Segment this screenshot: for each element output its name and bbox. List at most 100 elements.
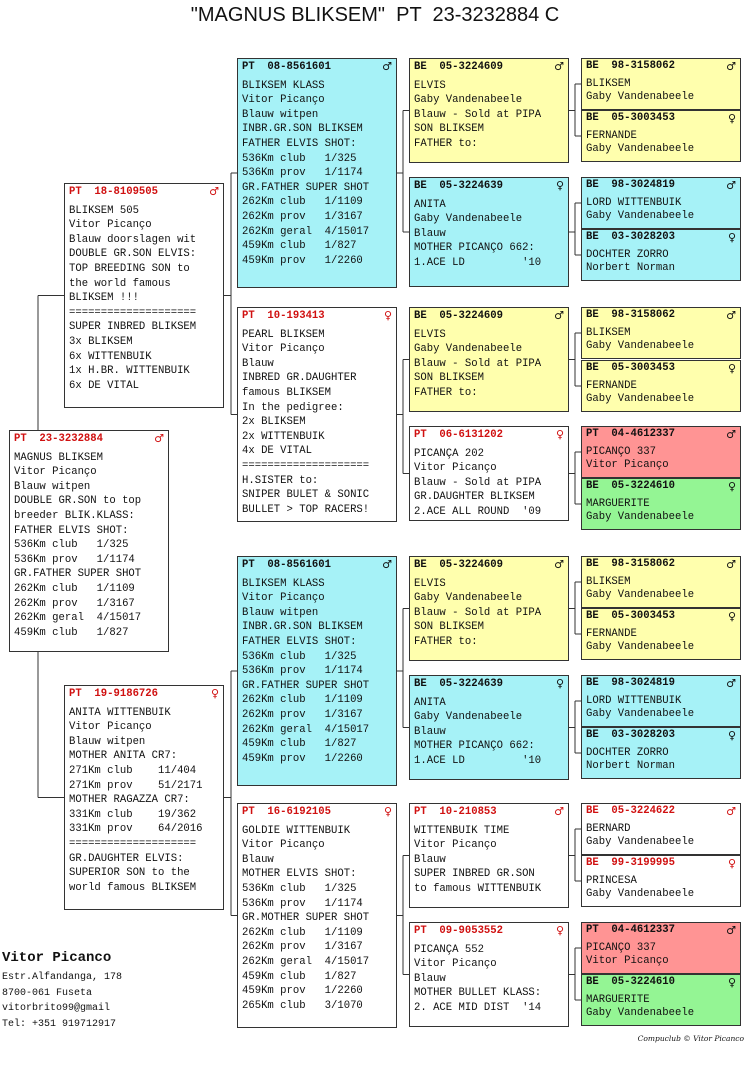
box-line: breeder BLIK.KLASS:: [14, 509, 135, 522]
pedigree-box: BE 05-3003453 ♀ FERNANDE Gaby Vandenabeele: [581, 110, 741, 162]
ring-number: BE 05-3003453: [586, 112, 676, 124]
box-line: MOTHER RAGAZZA CR7:: [69, 794, 190, 807]
address-line: 8700-061 Fuseta: [2, 987, 93, 999]
sex-symbol: ♂: [554, 60, 564, 73]
box-line: Blauw: [242, 853, 274, 866]
ring-number: BE 05-3224639: [414, 678, 504, 690]
box-line: 459Km club 1/827: [242, 240, 357, 253]
ring-number: PT 10-193413: [242, 310, 325, 322]
box-line: 262Km geral 4/15017: [242, 723, 370, 736]
pedigree-box: BE 98-3024819 ♂ LORD WITTENBUIK Gaby Vanden…: [581, 177, 741, 229]
sex-symbol: ♀: [383, 309, 392, 322]
box-line: Gaby Vandenabeele: [414, 94, 523, 107]
box-line: famous BLIKSEM: [242, 386, 332, 399]
pedigree-box: BE 05-3003453 ♀ FERNANDE Gaby Vandenabeele: [581, 608, 741, 660]
box-line: Blauw: [414, 972, 446, 985]
box-line: FATHER to:: [414, 386, 478, 399]
box-header: BE 98-3158062 ♂: [586, 60, 736, 74]
box-line: MOTHER ELVIS SHOT:: [242, 868, 357, 881]
sex-symbol: ♂: [154, 432, 164, 445]
box-line: ANITA: [414, 696, 446, 709]
pedigree-box: BE 98-3158062 ♂ BLIKSEM Gaby Vandenabeele: [581, 556, 741, 608]
box-line: 3x BLIKSEM: [69, 335, 133, 348]
box-line: BLIKSEM: [586, 326, 631, 339]
breeder-info: Vitor Picanco Estr.Alfandanga, 178 8700-0…: [2, 950, 122, 1032]
box-line: FATHER ELVIS SHOT:: [242, 635, 357, 648]
box-line: DOCHTER ZORRO: [586, 248, 669, 261]
box-line: FATHER ELVIS SHOT:: [242, 137, 357, 150]
box-line: Blauw witpen: [242, 606, 319, 619]
sex-symbol: ♀: [555, 428, 564, 441]
box-header: BE 05-3224639 ♀: [414, 677, 564, 692]
box-header: PT 06-6131202 ♀: [414, 428, 564, 443]
box-line: MOTHER ANITA CR7:: [69, 750, 178, 763]
box-line: 536Km club 1/325: [242, 650, 357, 663]
pedigree-box: BE 98-3024819 ♂ LORD WITTENBUIK Gaby Vanden…: [581, 675, 741, 727]
box-line: 262Km geral 4/15017: [14, 612, 142, 625]
pedigree-box: BE 05-3224610 ♀ MARGUERITE Gaby Vandenabeel…: [581, 478, 741, 530]
ring-number: PT 10-210853: [414, 806, 497, 818]
box-line: 6x WITTENBUIK: [69, 350, 152, 363]
ring-number: BE 05-3224622: [586, 805, 676, 817]
box-line: SUPER INBRED BLIKSEM: [69, 321, 197, 334]
sex-symbol: ♀: [727, 231, 736, 244]
box-header: BE 05-3003453 ♀: [586, 112, 736, 126]
box-line: Norbert Norman: [586, 262, 676, 274]
box-line: SON BLIKSEM: [414, 621, 484, 634]
box-line: GR.DAUGHTER BLIKSEM: [414, 491, 535, 504]
ring-number: PT 09-9053552: [414, 925, 504, 937]
pedigree-box: BE 05-3224609 ♂ ELVIS Gaby Vandenabeele Blau…: [409, 556, 569, 661]
box-line: SON BLIKSEM: [414, 372, 484, 385]
box-line: Blauw witpen: [242, 108, 319, 121]
ring-number: PT 08-8561601: [242, 559, 332, 571]
box-line: PICANÇO 337: [586, 445, 656, 458]
box-line: LORD WITTENBUIK: [586, 694, 682, 707]
box-line: Vitor Picanço: [242, 94, 325, 107]
box-line: ANITA: [414, 198, 446, 211]
ring-number: PT 04-4612337: [586, 924, 676, 936]
box-line: WITTENBUIK TIME: [414, 824, 510, 837]
box-line: 271Km prov 51/2171: [69, 779, 203, 792]
box-line: ELVIS: [414, 328, 446, 341]
box-line: SNIPER BULET & SONIC: [242, 489, 370, 502]
box-line: GR.FATHER SUPER SHOT: [242, 679, 370, 692]
box-line: 262Km club 1/1109: [242, 926, 363, 939]
box-line: BULLET > TOP RACERS!: [242, 503, 370, 516]
pedigree-box: PT 16-6192105 ♀ GOLDIE WITTENBUIK Vitor Pic…: [237, 803, 397, 1028]
address-line: Estr.Alfandanga, 178: [2, 972, 123, 983]
ring-number: BE 98-3158062: [586, 309, 676, 321]
pedigree-box: BE 05-3224622 ♂ BERNARD Gaby Vandenabeele: [581, 803, 741, 855]
pedigree-box: PT 04-4612337 ♂ PICANÇO 337 Vitor Picanço: [581, 922, 741, 974]
box-line: Gaby Vandenabeele: [586, 91, 695, 103]
sex-symbol: ♀: [383, 805, 392, 818]
sex-symbol: ♀: [727, 480, 736, 493]
box-line: TOP BREEDING SON to: [69, 262, 190, 275]
box-line: Gaby Vandenabeele: [586, 708, 695, 720]
box-line: 262Km prov 1/3167: [242, 708, 363, 721]
box-line: BLIKSEM !!!: [69, 292, 139, 305]
box-line: Gaby Vandenabeele: [586, 641, 695, 653]
box-line: ELVIS: [414, 577, 446, 590]
box-line: MOTHER PICANÇO 662:: [414, 740, 535, 753]
ring-number: BE 05-3003453: [586, 610, 676, 622]
box-line: 262Km club 1/1109: [242, 694, 363, 707]
box-line: ====================: [242, 459, 370, 472]
box-line: INBR.GR.SON BLIKSEM: [242, 621, 363, 634]
box-line: ====================: [69, 306, 197, 319]
box-header: BE 05-3224639 ♀: [414, 179, 564, 194]
box-line: Vitor Picanço: [414, 839, 497, 852]
pedigree-box: PT 08-8561601 ♂ BLIKSEM KLASS Vitor Picanço…: [237, 556, 397, 786]
box-line: Blauw: [242, 357, 274, 370]
pedigree-box: BE 05-3003453 ♀ FERNANDE Gaby Vandenabeele: [581, 360, 741, 412]
box-line: Gaby Vandenabeele: [586, 836, 695, 848]
box-line: 331Km prov 64/2016: [69, 823, 203, 836]
box-header: BE 05-3003453 ♀: [586, 362, 736, 376]
box-line: MOTHER PICANÇO 662:: [414, 242, 535, 255]
ring-number: BE 98-3024819: [586, 179, 676, 191]
box-line: Blauw: [414, 227, 446, 240]
box-line: 459Km club 1/827: [242, 970, 357, 983]
box-line: GR.FATHER SUPER SHOT: [14, 568, 142, 581]
box-line: H.SISTER to:: [242, 474, 319, 487]
pedigree-box: BE 98-3158062 ♂ BLIKSEM Gaby Vandenabeele: [581, 58, 741, 110]
box-line: 536Km prov 1/1174: [242, 897, 363, 910]
